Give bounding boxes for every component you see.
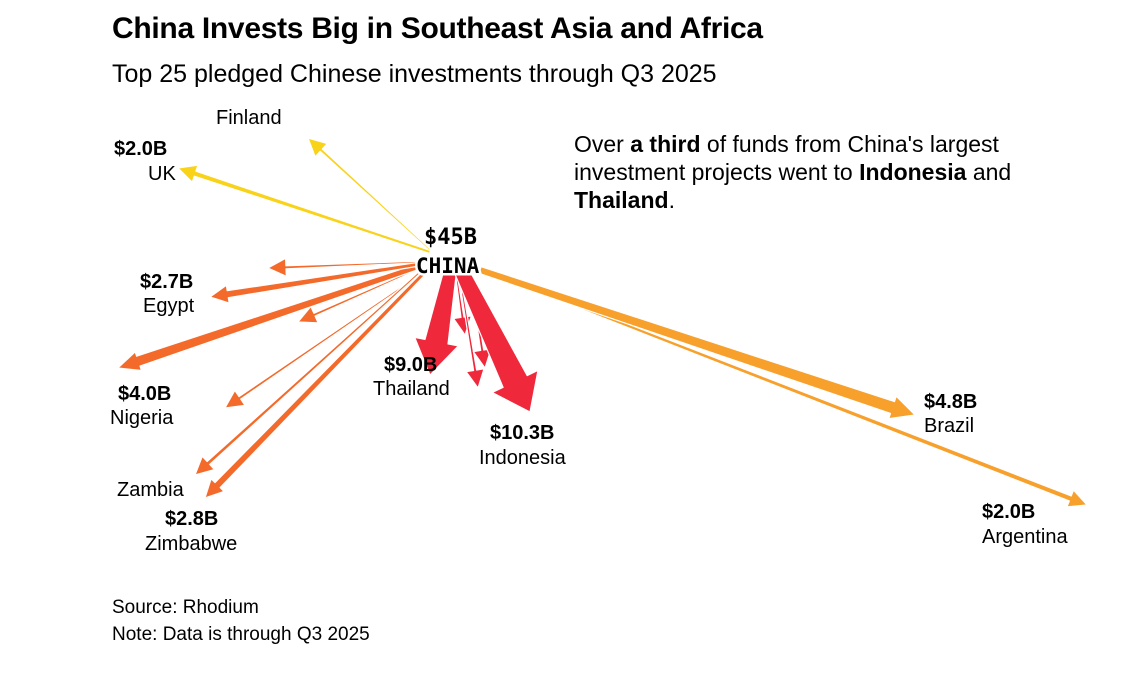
label-nigeria-value: $4.0B — [118, 383, 171, 405]
label-uk-value: $2.0B — [114, 138, 167, 160]
label-nigeria-name: Nigeria — [110, 407, 174, 429]
label-zambia-name: Zambia — [117, 479, 185, 501]
label-egypt-name: Egypt — [143, 295, 195, 317]
china-value-label: $45B — [424, 225, 477, 250]
china-name-label: CHINA — [416, 254, 480, 278]
flow-arrow-indonesia — [454, 268, 539, 413]
label-zimbabwe-name: Zimbabwe — [145, 533, 237, 555]
label-argentina-value: $2.0B — [982, 501, 1035, 523]
label-indonesia-value: $10.3B — [490, 422, 555, 444]
flow-arrow-zimbabwe — [204, 270, 427, 499]
flow-arrow-zambia — [194, 270, 422, 476]
label-thailand-value: $9.0B — [384, 354, 437, 376]
flow-arrow-egypt — [209, 261, 421, 304]
annotation-text: and — [966, 159, 1012, 185]
label-uk-name: UK — [148, 163, 176, 185]
label-egypt-value: $2.7B — [140, 271, 193, 293]
flow-arrow-nigeria — [117, 262, 422, 372]
data-note: Note: Data is through Q3 2025 — [112, 624, 370, 645]
label-zimbabwe-value: $2.8B — [165, 508, 218, 530]
annotation-text: . — [668, 187, 675, 213]
flow-arrow-thailand — [414, 270, 459, 376]
flow-branch-arrow — [267, 257, 421, 277]
flow-arrow-finland — [307, 137, 432, 252]
label-argentina-name: Argentina — [982, 526, 1068, 548]
chart-footer: Source: Rhodium Note: Data is through Q3… — [112, 594, 370, 648]
annotation-bold-thailand: Thailand — [574, 187, 669, 213]
label-brazil-name: Brazil — [924, 415, 974, 437]
label-brazil-value: $4.8B — [924, 391, 977, 413]
annotation-text: of funds from China's largest investment… — [574, 131, 999, 185]
label-thailand-name: Thailand — [373, 378, 450, 400]
chart-title: China Invests Big in Southeast Asia and … — [112, 12, 763, 45]
label-finland-name: Finland — [216, 107, 282, 129]
annotation-bold-third: a third — [630, 131, 701, 157]
flow-arrow-uk — [177, 164, 432, 254]
chart-subtitle: Top 25 pledged Chinese investments throu… — [112, 60, 717, 88]
chart-annotation: Over a third of funds from China's large… — [574, 130, 1044, 214]
flow-branch-arrow — [297, 266, 421, 324]
source-note: Source: Rhodium — [112, 597, 259, 618]
label-indonesia-name: Indonesia — [479, 447, 567, 469]
flow-arrows — [117, 137, 1088, 508]
flow-arrow-brazil — [478, 266, 916, 420]
annotation-text: Over — [574, 131, 631, 157]
annotation-bold-indonesia: Indonesia — [859, 159, 967, 185]
flow-branch-arrow — [224, 274, 420, 409]
